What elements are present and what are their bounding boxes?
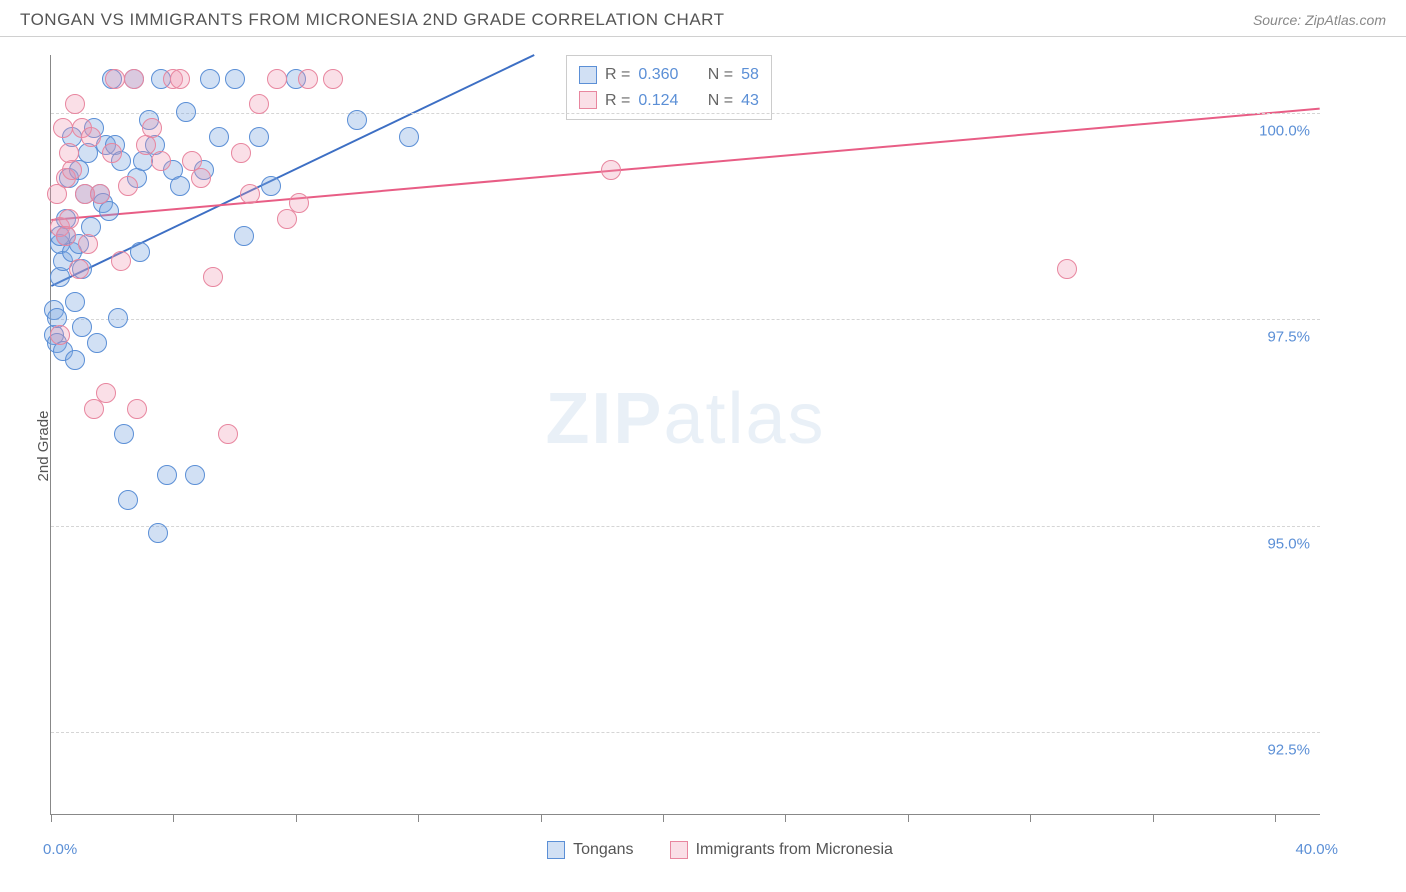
data-point bbox=[261, 176, 281, 196]
x-tick bbox=[51, 814, 52, 822]
data-point bbox=[114, 424, 134, 444]
data-point bbox=[157, 465, 177, 485]
gridline-h bbox=[51, 526, 1320, 527]
x-tick bbox=[1275, 814, 1276, 822]
x-tick bbox=[1153, 814, 1154, 822]
data-point bbox=[1057, 259, 1077, 279]
data-point bbox=[90, 184, 110, 204]
data-point bbox=[185, 465, 205, 485]
data-point bbox=[298, 69, 318, 89]
data-point bbox=[209, 127, 229, 147]
data-point bbox=[225, 69, 245, 89]
data-point bbox=[105, 69, 125, 89]
data-point bbox=[72, 317, 92, 337]
data-point bbox=[249, 127, 269, 147]
legend-item-micronesia: Immigrants from Micronesia bbox=[670, 841, 893, 859]
legend-swatch bbox=[579, 91, 597, 109]
data-point bbox=[267, 69, 287, 89]
data-point bbox=[59, 209, 79, 229]
data-point bbox=[176, 102, 196, 122]
data-point bbox=[118, 176, 138, 196]
data-point bbox=[240, 184, 260, 204]
x-tick bbox=[908, 814, 909, 822]
data-point bbox=[62, 160, 82, 180]
source-attribution: Source: ZipAtlas.com bbox=[1253, 12, 1386, 28]
data-point bbox=[84, 399, 104, 419]
legend-stat-row: R = 0.124 N = 43 bbox=[579, 88, 759, 114]
trend-lines bbox=[51, 55, 1320, 814]
correlation-legend: R = 0.360 N = 58R = 0.124 N = 43 bbox=[566, 55, 772, 120]
plot-area: ZIPatlas R = 0.360 N = 58R = 0.124 N = 4… bbox=[50, 55, 1320, 815]
data-point bbox=[69, 259, 89, 279]
chart-title: TONGAN VS IMMIGRANTS FROM MICRONESIA 2ND… bbox=[20, 10, 725, 30]
data-point bbox=[96, 383, 116, 403]
swatch-pink bbox=[670, 841, 688, 859]
data-point bbox=[65, 94, 85, 114]
swatch-blue bbox=[547, 841, 565, 859]
data-point bbox=[124, 69, 144, 89]
legend-stat-row: R = 0.360 N = 58 bbox=[579, 62, 759, 88]
watermark: ZIPatlas bbox=[545, 378, 825, 460]
data-point bbox=[130, 242, 150, 262]
data-point bbox=[234, 226, 254, 246]
data-point bbox=[200, 69, 220, 89]
data-point bbox=[151, 151, 171, 171]
data-point bbox=[218, 424, 238, 444]
data-point bbox=[323, 69, 343, 89]
data-point bbox=[203, 267, 223, 287]
x-tick bbox=[1030, 814, 1031, 822]
y-tick-label: 92.5% bbox=[1267, 742, 1310, 759]
x-tick bbox=[541, 814, 542, 822]
chart-container: ZIPatlas R = 0.360 N = 58R = 0.124 N = 4… bbox=[50, 55, 1390, 815]
y-tick-label: 97.5% bbox=[1267, 329, 1310, 346]
data-point bbox=[111, 251, 131, 271]
data-point bbox=[78, 234, 98, 254]
data-point bbox=[170, 176, 190, 196]
data-point bbox=[81, 127, 101, 147]
gridline-h bbox=[51, 319, 1320, 320]
y-tick-label: 100.0% bbox=[1259, 122, 1310, 139]
data-point bbox=[102, 143, 122, 163]
data-point bbox=[127, 399, 147, 419]
data-point bbox=[231, 143, 251, 163]
gridline-h bbox=[51, 732, 1320, 733]
data-point bbox=[191, 168, 211, 188]
gridline-h bbox=[51, 113, 1320, 114]
data-point bbox=[170, 69, 190, 89]
data-point bbox=[347, 110, 367, 130]
data-point bbox=[249, 94, 269, 114]
data-point bbox=[108, 308, 128, 328]
x-tick bbox=[173, 814, 174, 822]
data-point bbox=[118, 490, 138, 510]
data-point bbox=[289, 193, 309, 213]
data-point bbox=[399, 127, 419, 147]
data-point bbox=[142, 118, 162, 138]
data-point bbox=[148, 523, 168, 543]
x-tick bbox=[296, 814, 297, 822]
x-tick bbox=[418, 814, 419, 822]
legend-item-tongans: Tongans bbox=[547, 841, 634, 859]
data-point bbox=[50, 325, 70, 345]
x-tick bbox=[785, 814, 786, 822]
series-legend: Tongans Immigrants from Micronesia bbox=[50, 841, 1390, 859]
data-point bbox=[65, 350, 85, 370]
data-point bbox=[601, 160, 621, 180]
data-point bbox=[277, 209, 297, 229]
y-tick-label: 95.0% bbox=[1267, 535, 1310, 552]
legend-swatch bbox=[579, 66, 597, 84]
x-tick bbox=[663, 814, 664, 822]
data-point bbox=[53, 118, 73, 138]
data-point bbox=[87, 333, 107, 353]
data-point bbox=[65, 292, 85, 312]
